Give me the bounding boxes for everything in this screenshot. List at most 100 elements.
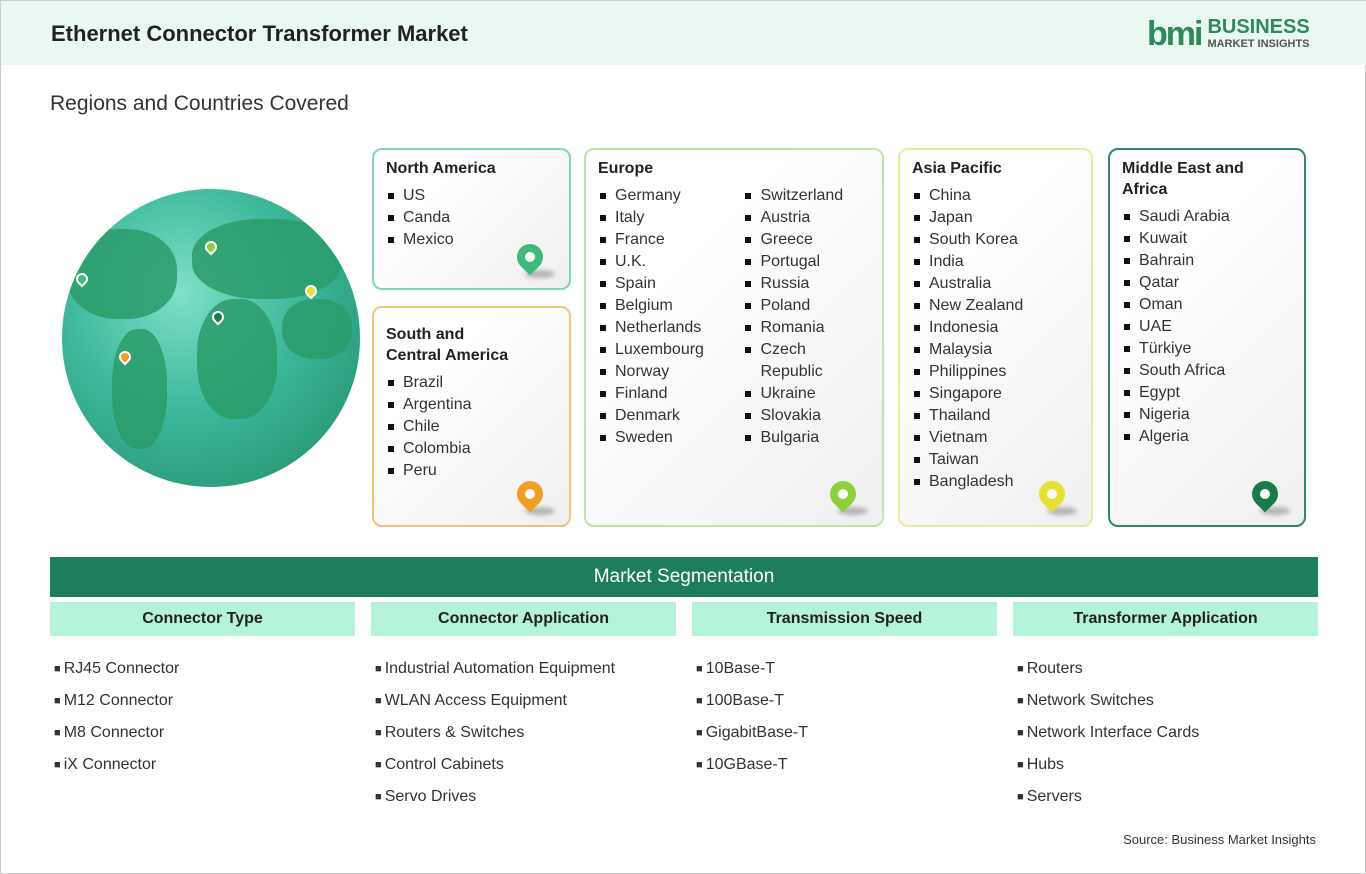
country-item: Japan: [912, 207, 1079, 229]
country-item: Poland: [743, 295, 870, 317]
country-item: Indonesia: [912, 317, 1079, 339]
country-item: U.K.: [598, 251, 723, 273]
region-title: Europe: [598, 160, 654, 177]
country-item: Italy: [598, 207, 723, 229]
country-item: Singapore: [912, 383, 1079, 405]
source-note: Source: Business Market Insights: [1123, 832, 1316, 847]
country-item: China: [912, 185, 1079, 207]
logo-line1: BUSINESS: [1207, 16, 1310, 38]
segment-item: M8 Connector: [54, 717, 179, 749]
country-item: France: [598, 229, 723, 251]
segment-item: 10GBase-T: [696, 749, 808, 781]
logo: bmi BUSINESS MARKET INSIGHTS: [1147, 17, 1310, 51]
country-item: Türkiye: [1122, 338, 1292, 360]
segment-item: Network Interface Cards: [1017, 717, 1200, 749]
country-item: Kuwait: [1122, 228, 1292, 250]
country-item: Oman: [1122, 294, 1292, 316]
country-item: Bangladesh: [912, 471, 1079, 493]
country-item: Germany: [598, 185, 723, 207]
logo-line2: MARKET INSIGHTS: [1207, 38, 1310, 50]
segment-list: RoutersNetwork SwitchesNetwork Interface…: [1017, 653, 1200, 813]
country-item: Canda: [386, 207, 557, 229]
country-item: Romania: [743, 317, 870, 339]
country-item: Mexico: [386, 229, 557, 251]
segment-list: 10Base-T100Base-TGigabitBase-T10GBase-T: [696, 653, 808, 781]
section-title: Regions and Countries Covered: [50, 92, 349, 115]
page-title: Ethernet Connector Transformer Market: [51, 21, 468, 46]
country-item: Peru: [386, 460, 557, 482]
country-item: Portugal: [743, 251, 870, 273]
segment-item: Routers: [1017, 653, 1199, 685]
country-item: Australia: [912, 273, 1079, 295]
country-item: US: [386, 185, 557, 207]
segment-header: Transformer Application: [1013, 602, 1318, 636]
country-item: Bahrain: [1122, 250, 1292, 272]
segment-header: Transmission Speed: [692, 602, 997, 636]
segment-header: Connector Type: [50, 602, 355, 636]
country-item: UAE: [1122, 316, 1292, 338]
country-item: Spain: [598, 273, 723, 295]
country-item: Algeria: [1122, 426, 1292, 448]
segment-list: RJ45 ConnectorM12 ConnectorM8 Connectori…: [54, 653, 180, 781]
globe-illustration: [62, 189, 360, 487]
country-item: Sweden: [598, 427, 723, 449]
region-card-middle-east-africa: Middle East and Africa Saudi Arabia Kuwai…: [1108, 148, 1306, 527]
region-title: South and Central America: [386, 326, 509, 364]
segment-item: WLAN Access Equipment: [375, 685, 615, 717]
country-item: Argentina: [386, 394, 557, 416]
country-item: Malaysia: [912, 339, 1079, 361]
segment-item: GigabitBase-T: [696, 717, 808, 749]
region-card-north-america: North America US Canda Mexico: [372, 148, 571, 290]
header: Ethernet Connector Transformer Market bm…: [1, 1, 1366, 65]
country-item: Colombia: [386, 438, 557, 460]
region-card-europe: Europe Germany Italy France U.K. Spain Belgiu…: [584, 148, 884, 527]
segment-item: Network Switches: [1017, 685, 1199, 717]
country-item: New Zealand: [912, 295, 1079, 317]
country-item: Greece: [743, 229, 870, 251]
country-item: Austria: [743, 207, 870, 229]
region-card-asia-pacific: Asia Pacific China Japan South Korea India A…: [898, 148, 1093, 527]
country-item: Norway: [598, 361, 723, 383]
country-item: Qatar: [1122, 272, 1292, 294]
country-item: Chile: [386, 416, 557, 438]
country-item: Belgium: [598, 295, 723, 317]
country-item: Ukraine: [743, 383, 870, 405]
country-item: Luxembourg: [598, 339, 723, 361]
country-item: Egypt: [1122, 382, 1292, 404]
segment-item: Servo Drives: [375, 781, 615, 813]
region-title: Asia Pacific: [912, 160, 1002, 177]
country-item: Taiwan: [912, 449, 1079, 471]
segment-item: M12 Connector: [54, 685, 179, 717]
segment-item: Industrial Automation Equipment: [375, 653, 615, 685]
segment-item: Routers & Switches: [375, 717, 615, 749]
country-item: Saudi Arabia: [1122, 206, 1292, 228]
country-item: Nigeria: [1122, 404, 1292, 426]
segment-list: Industrial Automation EquipmentWLAN Acce…: [375, 653, 615, 813]
region-title: Middle East and Africa: [1122, 160, 1244, 198]
country-item: Vietnam: [912, 427, 1079, 449]
country-item: Thailand: [912, 405, 1079, 427]
region-title: North America: [386, 160, 496, 177]
country-item: Finland: [598, 383, 723, 405]
country-item: Switzerland: [743, 185, 870, 207]
segment-header: Connector Application: [371, 602, 676, 636]
country-item: Denmark: [598, 405, 723, 427]
segment-item: RJ45 Connector: [54, 653, 180, 685]
country-item: India: [912, 251, 1079, 273]
country-item: Slovakia: [743, 405, 870, 427]
logo-mark: bmi: [1147, 15, 1203, 53]
country-item: South Korea: [912, 229, 1079, 251]
segmentation-title: Market Segmentation: [50, 557, 1318, 597]
country-item: South Africa: [1122, 360, 1292, 382]
region-card-south-america: South and Central America Brazil Argentin…: [372, 306, 571, 527]
country-item: Netherlands: [598, 317, 723, 339]
country-item: Bulgaria: [743, 427, 870, 449]
country-item: Brazil: [386, 372, 557, 394]
segment-item: Hubs: [1017, 749, 1199, 781]
segment-item: Servers: [1017, 781, 1199, 813]
country-item: Czech Republic: [743, 339, 870, 383]
segment-item: 100Base-T: [696, 685, 808, 717]
country-item: Philippines: [912, 361, 1079, 383]
segment-item: 10Base-T: [696, 653, 808, 685]
country-item: Russia: [743, 273, 870, 295]
